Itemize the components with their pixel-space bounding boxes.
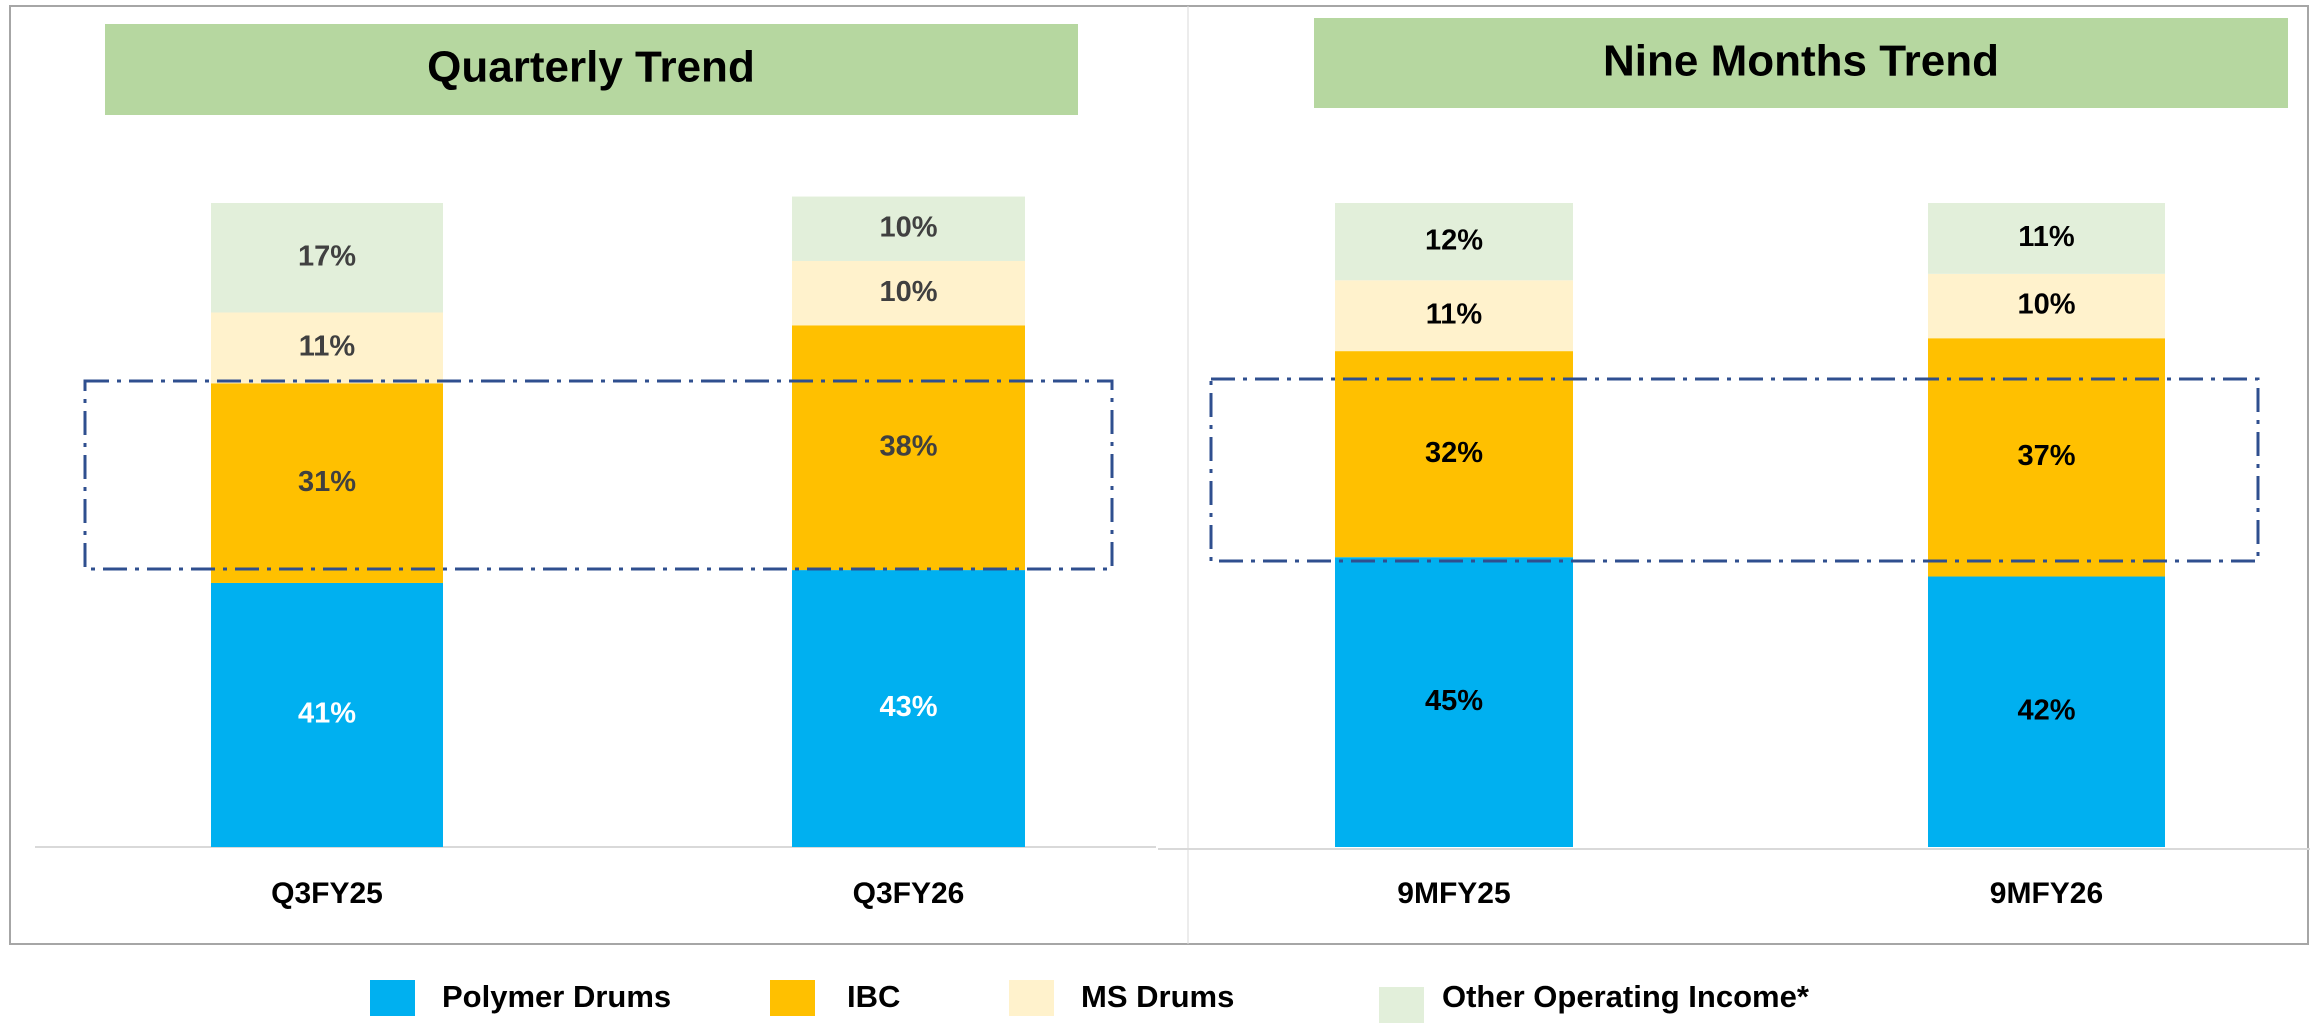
value-label: 42% [2017, 694, 2075, 726]
x-tick-label: Q3FY25 [271, 877, 383, 910]
x-tick-label: 9MFY26 [1990, 877, 2103, 910]
bar-segment [1335, 280, 1573, 352]
bar-segment [211, 312, 443, 384]
bar-segment [792, 196, 1025, 261]
legend-label: Polymer Drums [442, 979, 671, 1014]
bar-segment [211, 203, 443, 313]
bars: 41% 31% 11% 17% 43% 38% 10% 10% 45% 32% 11% 12% 42% 3… [211, 196, 2165, 847]
title-box [1314, 18, 2288, 108]
frame [9, 5, 2309, 945]
legend-label: IBC [847, 979, 900, 1014]
value-label: 38% [879, 430, 937, 462]
value-label: 31% [298, 466, 356, 498]
x-tick-label: Q3FY26 [853, 877, 965, 910]
legend-swatch [370, 980, 415, 1016]
legend-swatch [1379, 987, 1424, 1023]
value-label: 17% [298, 240, 356, 272]
bar-segment [1335, 203, 1573, 281]
legend-label: Other Operating Income* [1442, 979, 1810, 1014]
value-label: 11% [299, 331, 356, 363]
bar-segment [211, 383, 443, 583]
legend-swatch [770, 980, 815, 1016]
value-label: 11% [2018, 221, 2075, 253]
legend-label: MS Drums [1081, 979, 1234, 1014]
value-label: 12% [1425, 224, 1483, 256]
value-label: 10% [2017, 289, 2075, 321]
legend-swatch [1009, 980, 1054, 1016]
bar-segment [792, 325, 1025, 571]
value-label: 37% [2017, 440, 2075, 472]
bar-segment [1335, 351, 1573, 558]
value-label: 41% [298, 698, 356, 730]
bar-segment [1928, 273, 2165, 339]
value-label: 10% [879, 211, 937, 243]
bar-segment [211, 582, 443, 847]
value-label: 10% [879, 276, 937, 308]
bar-segment [792, 260, 1025, 326]
bar-segment [1335, 557, 1573, 847]
title-box [105, 24, 1078, 115]
highlight-box [83, 379, 1114, 571]
value-label: 43% [879, 691, 937, 723]
value-label: 11% [1426, 298, 1483, 330]
x-tick-label: 9MFY25 [1397, 877, 1510, 910]
value-label: 45% [1425, 685, 1483, 717]
bar-segment [1928, 203, 2165, 274]
panel-title: Nine Months Trend [1603, 37, 1999, 86]
panel-title: Quarterly Trend [427, 43, 755, 92]
bar-segment [792, 570, 1025, 847]
bar-segment [1928, 576, 2165, 847]
value-label: 32% [1425, 437, 1483, 469]
highlight-box [1209, 377, 2260, 563]
